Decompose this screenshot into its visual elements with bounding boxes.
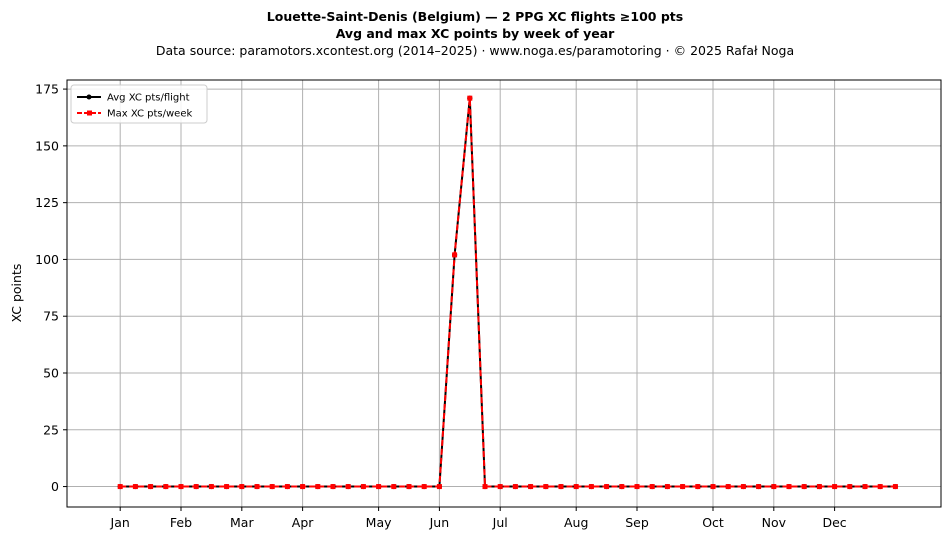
title-block: Louette-Saint-Denis (Belgium) — 2 PPG XC… [0,8,950,59]
y-tick-label: 100 [35,252,59,267]
x-tick-label: Jan [110,515,130,530]
chart-subtitle: Avg and max XC points by week of year [335,26,615,41]
data-point-max [604,484,610,490]
data-point-max [543,484,549,490]
series-line-1 [120,98,896,488]
data-point-max [771,484,777,490]
data-point-max [436,484,442,490]
data-point-max [406,484,412,490]
series-line-2 [120,98,896,488]
data-point-max [193,484,199,490]
data-point-max [588,484,594,490]
data-point-max [148,484,154,490]
data-point-max [892,484,898,490]
y-tick-label: 75 [43,309,59,324]
data-point-max [254,484,260,490]
data-point-max [117,484,123,490]
x-axis: Jan Feb Mar Apr May Jun Jul Aug Sep Oct Nov Dec [110,507,847,530]
data-point-max [300,484,306,490]
y-tick-label: 0 [51,479,59,494]
data-point-max [801,484,807,490]
data-point-max [482,484,488,490]
x-tick-label: Jun [429,515,450,530]
data-point-max [132,484,138,490]
grid [67,80,941,507]
data-point-max [619,484,625,490]
data-point-max [315,484,321,490]
data-point-max [360,484,366,490]
data-point-max [786,484,792,490]
data-point-max [877,484,883,490]
legend-label: Max XC pts/week [107,109,192,120]
x-tick-label: Nov [762,515,787,530]
y-tick-label: 25 [43,422,59,437]
data-point-max [178,484,184,490]
x-tick-label: Dec [822,515,846,530]
data-point-max [847,484,853,490]
data-point-max [573,484,579,490]
y-tick-label: 125 [35,195,59,210]
x-tick-label: Mar [230,515,254,530]
data-point-max [330,484,336,490]
data-point-max [497,484,503,490]
data-point-max [634,484,640,490]
x-tick-label: May [366,515,392,530]
data-point-max [208,484,214,490]
series-layer [117,95,899,490]
data-point-max [284,484,290,490]
data-point-max [467,95,473,101]
data-point-max [710,484,716,490]
x-tick-label: Oct [702,515,724,530]
x-tick-label: Aug [564,515,588,530]
y-axis-label: XC points [9,264,24,323]
data-point-max [664,484,670,490]
x-tick-label: Feb [170,515,192,530]
data-point-max [649,484,655,490]
data-point-max [345,484,351,490]
y-axis: 0 25 50 75 100 125 150 175 [35,82,67,494]
source-note: Data source: paramotors.xcontest.org (20… [155,43,795,58]
legend-swatch-marker [87,110,92,116]
plot-frame [66,79,942,508]
y-tick-label: 50 [43,365,59,380]
data-point-max [756,484,762,490]
data-point-max [725,484,731,490]
data-point-max [695,484,701,490]
data-point-max [163,484,169,490]
data-point-max [512,484,518,490]
legend: Avg XC pts/flight Max XC pts/week [70,84,208,124]
data-point-max [862,484,868,490]
data-point-max [558,484,564,490]
data-point-max [680,484,686,490]
data-point-max [452,252,458,258]
data-point-max [816,484,822,490]
x-tick-label: Apr [292,515,314,530]
data-point-max [376,484,382,490]
data-point-max [224,484,230,490]
y-tick-label: 150 [35,138,59,153]
legend-box [70,84,208,124]
legend-swatch-marker [86,94,92,100]
x-tick-label: Sep [625,515,649,530]
data-point-max [528,484,534,490]
data-point-max [421,484,427,490]
legend-label: Avg XC pts/flight [107,93,190,104]
data-point-max [239,484,245,490]
chart-title: Louette-Saint-Denis (Belgium) — 2 PPG XC… [266,9,684,24]
data-point-max [740,484,746,490]
data-point-max [391,484,397,490]
data-point-max [832,484,838,490]
y-tick-label: 175 [35,82,59,97]
data-point-max [269,484,275,490]
x-tick-label: Jul [492,515,508,530]
